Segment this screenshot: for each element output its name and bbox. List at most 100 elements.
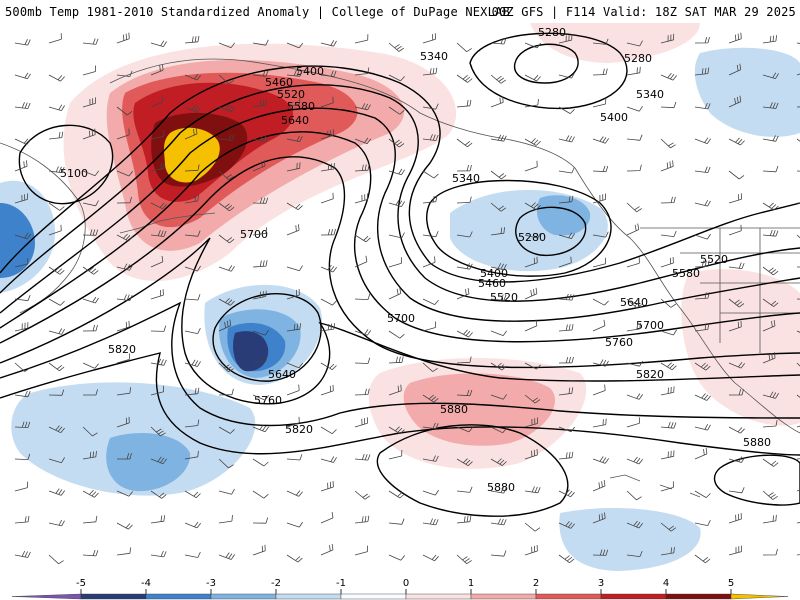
wind-barb [286, 162, 301, 172]
wind-barb [286, 416, 300, 428]
wind-barb [558, 356, 574, 364]
wind-barb [82, 450, 97, 460]
contour-5640 [0, 156, 800, 369]
wind-barb [728, 63, 742, 76]
wind-barb [218, 388, 234, 396]
wind-barb [14, 102, 31, 109]
colorbar: -5 -4 -3 -2 -1 0 1 2 3 4 5 [11, 578, 789, 600]
wind-barb [116, 294, 133, 301]
wind-barb [286, 265, 303, 272]
wind-barb [762, 202, 779, 211]
wind-barb [388, 518, 405, 525]
wind-barb [660, 481, 674, 492]
wind-barb [218, 170, 234, 181]
wind-barb [320, 511, 334, 524]
wind-barb [626, 456, 644, 465]
contour-label-5820-south: 5820 [285, 423, 313, 436]
wind-barb [490, 134, 507, 142]
wind-barb [286, 362, 304, 369]
wind-barb [14, 453, 31, 460]
contour-label-5580-ak: 5580 [287, 100, 315, 113]
contour-label-5340-ne: 5340 [636, 88, 664, 101]
negative-anomaly-south-moderate [106, 433, 191, 492]
wind-barb [354, 417, 368, 428]
colorbar-segment [405, 593, 472, 600]
wind-barb [48, 519, 65, 527]
wind-barb [388, 449, 403, 460]
wind-barb [150, 325, 167, 332]
wind-barb [388, 426, 405, 435]
colorbar-segments [11, 593, 789, 600]
colorbar-segment [275, 593, 342, 600]
wind-barb [320, 323, 335, 332]
wind-barb [150, 515, 165, 524]
wind-barb [14, 138, 31, 145]
wind-barb [422, 195, 438, 204]
wind-barb [694, 67, 710, 76]
wind-barb [524, 138, 541, 146]
wind-barb [626, 322, 641, 332]
wind-barb [490, 170, 507, 180]
wind-barb [456, 486, 473, 493]
wind-barb [762, 391, 779, 399]
wind-barb [14, 160, 28, 172]
colorbar-tick-label: -2 [271, 578, 281, 589]
wind-barb [320, 228, 336, 236]
wind-barb [48, 328, 65, 335]
wind-barb [82, 296, 99, 304]
wind-barb [626, 40, 643, 47]
wind-barb [252, 135, 269, 143]
wind-barb [320, 480, 334, 492]
wind-barb [320, 426, 337, 435]
wind-barb [626, 550, 643, 557]
contour-label-5580-coast: 5580 [672, 267, 700, 280]
wind-barb [490, 487, 507, 494]
wind-barb [150, 202, 167, 210]
wind-barb [524, 544, 538, 556]
wind-barb [116, 170, 134, 177]
wind-barb [82, 170, 100, 177]
wind-barb [490, 37, 507, 45]
wind-barb [660, 196, 676, 204]
wind-barb [524, 160, 538, 172]
wind-barb [490, 518, 507, 526]
wind-barb [150, 255, 164, 268]
wind-barb [116, 70, 133, 77]
wind-barb [762, 298, 779, 307]
wind-barb [796, 42, 800, 44]
contour-label-5700-mid: 5700 [387, 312, 415, 325]
wind-barb [320, 40, 337, 47]
wind-barb [490, 458, 507, 466]
wind-barb [694, 102, 711, 110]
contour-label-5520-gulf: 5520 [490, 291, 518, 304]
wind-barb [14, 421, 31, 428]
wind-barb [694, 233, 711, 240]
wind-barb [456, 554, 472, 565]
wind-barb [218, 234, 235, 244]
wind-barb [286, 554, 303, 563]
colorbar-segment [11, 593, 82, 600]
contour-label-5100: 5100 [60, 167, 88, 180]
wind-barb [796, 425, 800, 428]
wind-barb [626, 202, 642, 213]
wind-barb [218, 426, 235, 434]
wind-barb [14, 232, 31, 240]
wind-barb [388, 199, 405, 207]
wind-barb [48, 425, 65, 434]
wind-barb [490, 394, 508, 400]
contour-label-5400-bc: 5400 [600, 111, 628, 124]
wind-barb [660, 362, 677, 371]
contour-label-5280-ne: 5280 [624, 52, 652, 65]
wind-barb [422, 33, 436, 44]
wind-barb [422, 489, 439, 496]
map-title: 500mb Temp 1981-2010 Standardized Anomal… [5, 5, 510, 19]
colorbar-tick-label: -5 [76, 578, 86, 589]
wind-barb [218, 265, 235, 272]
wind-barb [422, 67, 438, 76]
wind-barb [184, 294, 201, 301]
wind-barb [150, 40, 167, 47]
wind-barb [592, 298, 609, 306]
wind-barb [558, 106, 575, 114]
wind-barb [796, 489, 800, 492]
wind-barb [388, 490, 405, 499]
